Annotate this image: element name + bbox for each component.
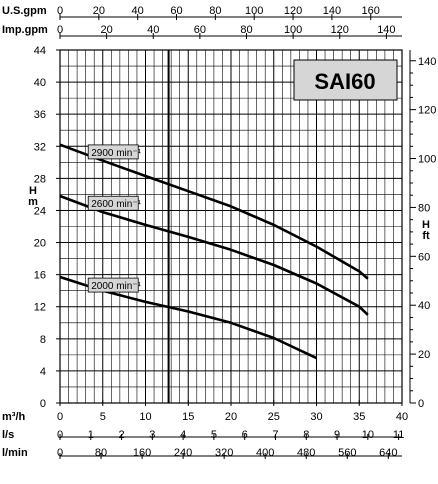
curve-label: 2000 min⁻¹ xyxy=(91,281,141,292)
curve-series xyxy=(59,194,369,316)
y-left-tick-label: 36 xyxy=(34,109,46,121)
ls-tick-label: 9 xyxy=(334,429,340,441)
usgpm-tick-label: 100 xyxy=(245,5,263,17)
y-right-tick-label: 120 xyxy=(418,105,436,117)
lmin-tick-label: 400 xyxy=(256,447,274,459)
y-right-tick-label: 40 xyxy=(418,300,430,312)
impgpm-tick-label: 120 xyxy=(331,24,349,36)
m3h-tick-label: 5 xyxy=(100,411,106,423)
m3h-tick-label: 10 xyxy=(139,411,151,423)
usgpm-axis-label: U.S.gpm xyxy=(2,5,47,17)
impgpm-tick-label: 100 xyxy=(284,24,302,36)
ls-tick-label: 4 xyxy=(180,429,186,441)
ls-axis-label: l/s xyxy=(2,429,14,441)
y-right-label-h: H xyxy=(422,219,430,231)
usgpm-tick-label: 160 xyxy=(362,5,380,17)
m3h-tick-label: 35 xyxy=(353,411,365,423)
ls-tick-label: 5 xyxy=(211,429,217,441)
m3h-tick-label: 25 xyxy=(268,411,280,423)
usgpm-tick-label: 80 xyxy=(209,5,221,17)
usgpm-tick-label: 120 xyxy=(284,5,302,17)
ls-tick-label: 2 xyxy=(119,429,125,441)
curves: 2900 min⁻¹ 2600 min⁻¹ 2000 min⁻¹ xyxy=(59,143,369,360)
y-left-tick-label: 44 xyxy=(34,45,46,57)
curve-label-box xyxy=(87,195,139,211)
impgpm-tick-label: 0 xyxy=(57,24,63,36)
impgpm-tick-label: 40 xyxy=(147,24,159,36)
grid xyxy=(59,49,403,404)
ls-tick-label: 8 xyxy=(303,429,309,441)
curve-label-box xyxy=(87,144,139,160)
ls-tick-label: 3 xyxy=(149,429,155,441)
chart-title: SAI60 xyxy=(314,69,375,94)
curve-series xyxy=(59,143,369,280)
y-left-label-h: H xyxy=(29,185,37,197)
title-box xyxy=(293,59,398,101)
y-right-tick-label: 60 xyxy=(418,251,430,263)
curve-label-box xyxy=(87,277,139,293)
lmin-tick-label: 80 xyxy=(95,447,107,459)
curve-label: 2600 min⁻¹ xyxy=(91,199,141,210)
ls-tick-label: 7 xyxy=(272,429,278,441)
curve-label: 2900 min⁻¹ xyxy=(91,148,141,159)
m3h-tick-label: 30 xyxy=(310,411,322,423)
y-left-tick-label: 16 xyxy=(34,270,46,282)
y-right-tick-label: 80 xyxy=(418,202,430,214)
y-left-tick-label: 4 xyxy=(40,366,46,378)
impgpm-tick-label: 20 xyxy=(101,24,113,36)
y-right-tick-label: 0 xyxy=(418,398,424,410)
lmin-tick-label: 240 xyxy=(174,447,192,459)
m3h-tick-label: 20 xyxy=(225,411,237,423)
axes: 048121620242832364044020406080100120140U… xyxy=(2,5,436,459)
usgpm-tick-label: 40 xyxy=(132,5,144,17)
y-right-tick-label: 140 xyxy=(418,56,436,68)
y-left-tick-label: 28 xyxy=(34,173,46,185)
y-left-tick-label: 12 xyxy=(34,302,46,314)
y-left-tick-label: 40 xyxy=(34,77,46,89)
ls-tick-label: 11 xyxy=(393,429,404,441)
m3h-tick-label: 40 xyxy=(396,411,408,423)
impgpm-tick-label: 60 xyxy=(194,24,206,36)
usgpm-tick-label: 60 xyxy=(170,5,182,17)
usgpm-tick-label: 140 xyxy=(323,5,341,17)
usgpm-tick-label: 20 xyxy=(93,5,105,17)
m3h-tick-label: 0 xyxy=(57,411,63,423)
y-right-tick-label: 20 xyxy=(418,349,430,361)
impgpm-tick-label: 80 xyxy=(240,24,252,36)
y-left-tick-label: 20 xyxy=(34,238,46,250)
lmin-tick-label: 640 xyxy=(379,447,397,459)
y-left-tick-label: 24 xyxy=(34,205,46,217)
m3h-axis-label: m³/h xyxy=(2,411,26,423)
impgpm-tick-label: 140 xyxy=(377,24,395,36)
ls-tick-label: 6 xyxy=(242,429,248,441)
lmin-tick-label: 0 xyxy=(57,447,63,459)
impgpm-axis-label: Imp.gpm xyxy=(2,24,48,36)
y-right-tick-label: 100 xyxy=(418,154,436,166)
y-left-tick-label: 32 xyxy=(34,141,46,153)
lmin-tick-label: 560 xyxy=(338,447,356,459)
y-left-tick-label: 0 xyxy=(40,398,46,410)
ls-tick-label: 10 xyxy=(362,429,374,441)
lmin-axis-label: l/min xyxy=(2,447,28,459)
lmin-tick-label: 320 xyxy=(215,447,233,459)
usgpm-tick-label: 0 xyxy=(57,5,63,17)
ls-tick-label: 1 xyxy=(88,429,94,441)
y-left-tick-label: 8 xyxy=(40,334,46,346)
lmin-tick-label: 480 xyxy=(297,447,315,459)
lmin-tick-label: 160 xyxy=(133,447,151,459)
y-right-label-ft: ft xyxy=(422,230,430,242)
ls-tick-label: 0 xyxy=(57,429,63,441)
m3h-tick-label: 15 xyxy=(182,411,194,423)
y-left-label-m: m xyxy=(28,196,38,208)
